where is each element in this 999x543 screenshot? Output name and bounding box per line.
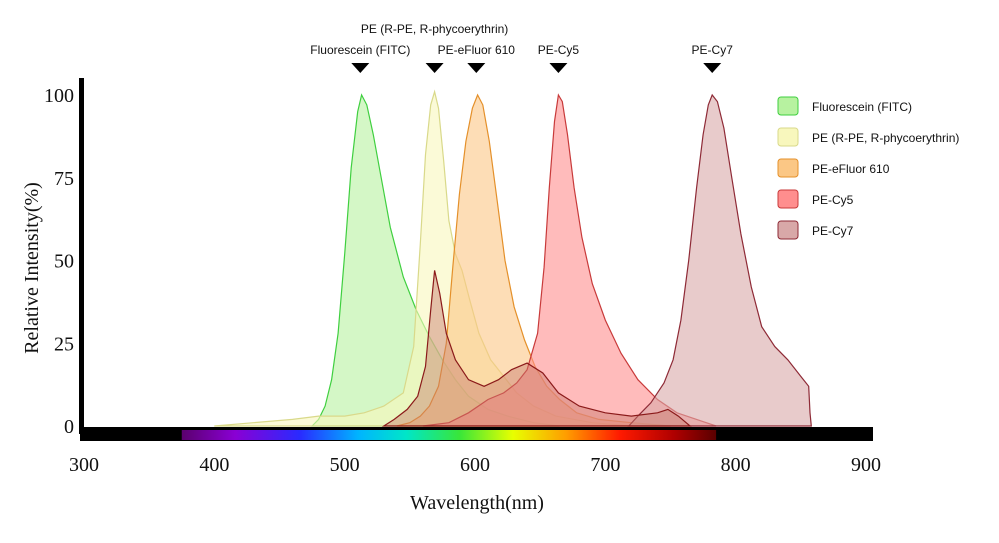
x-tick-label: 700 — [590, 454, 620, 476]
y-tick-label: 75 — [54, 168, 74, 190]
x-tick-label: 300 — [69, 454, 99, 476]
peak-label-pe-cy5: PE-Cy5 — [538, 43, 580, 57]
y-tick-label: 0 — [64, 416, 74, 438]
x-axis-label: Wavelength(nm) — [410, 492, 544, 514]
legend-label: PE-Cy5 — [812, 193, 854, 207]
legend-label: Fluorescein (FITC) — [812, 100, 912, 114]
legend-swatch — [777, 189, 799, 209]
axis-ticks: 300 400 500 600 700 800 900 0 25 50 75 100 — [44, 85, 881, 476]
legend-swatch — [777, 96, 799, 116]
x-tick-label: 500 — [330, 454, 360, 476]
spectrum-curves — [214, 89, 812, 427]
legend: Fluorescein (FITC) PE (R-PE, R-phycoeryth… — [777, 96, 959, 240]
x-tick-label: 400 — [199, 454, 229, 476]
legend-label: PE-Cy7 — [812, 224, 854, 238]
peak-label-fluorescein-fitc: Fluorescein (FITC) — [310, 43, 410, 57]
peak-label-pe-cy7: PE-Cy7 — [692, 43, 734, 57]
peak-markers: Fluorescein (FITC) PE (R-PE, R-phycoeryth… — [310, 22, 733, 73]
x-tick-label: 800 — [721, 454, 751, 476]
x-tick-label: 600 — [460, 454, 490, 476]
peak-marker-pe-efluor-610 — [467, 63, 486, 73]
y-tick-label: 50 — [54, 251, 74, 273]
y-axis-label: Relative Intensity(%) — [21, 182, 43, 354]
peak-marker-pe-cy5 — [549, 63, 568, 73]
peak-label-pe-r-pe-r-phycoerythrin: PE (R-PE, R-phycoerythrin) — [361, 22, 508, 36]
legend-swatch — [777, 220, 799, 240]
legend-label: PE (R-PE, R-phycoerythrin) — [812, 131, 959, 145]
peak-marker-pe-r-pe-r-phycoerythrin — [425, 63, 444, 73]
legend-swatch — [777, 158, 799, 178]
y-tick-label: 100 — [44, 85, 74, 107]
y-tick-label: 25 — [54, 333, 74, 355]
curve-secondary-emission — [381, 270, 692, 427]
x-tick-label: 900 — [851, 454, 881, 476]
legend-label: PE-eFluor 610 — [812, 162, 890, 176]
curve-pe-cy7 — [627, 93, 812, 427]
peak-marker-pe-cy7 — [703, 63, 722, 73]
visible-spectrum-strip — [181, 430, 717, 440]
y-axis-line — [79, 78, 84, 434]
peak-label-pe-efluor-610: PE-eFluor 610 — [438, 43, 516, 57]
legend-swatch — [777, 127, 799, 147]
peak-marker-fluorescein-fitc — [351, 63, 370, 73]
